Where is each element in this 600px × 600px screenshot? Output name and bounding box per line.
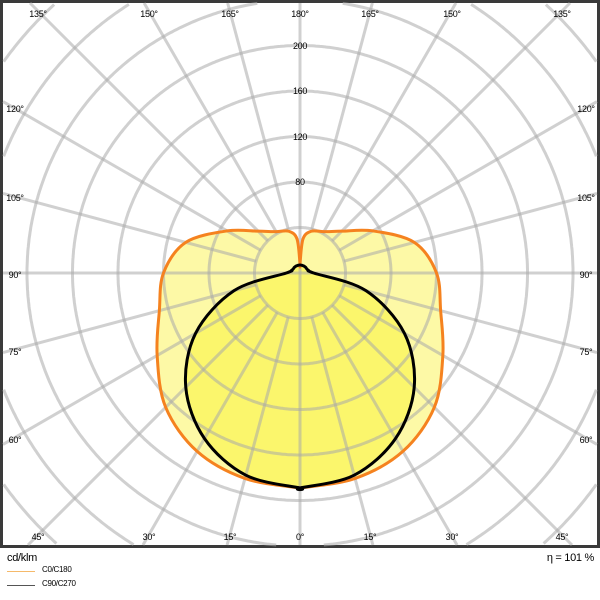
- grid-radial: [142, 2, 279, 235]
- angle-label: 30°: [142, 532, 156, 542]
- angle-label: 165°: [221, 9, 239, 19]
- radial-tick-label: 80: [295, 177, 305, 187]
- angle-label: 0°: [295, 532, 305, 542]
- radial-tick-label: 120: [292, 131, 308, 142]
- grid-radial: [310, 316, 375, 546]
- angle-label: 30°: [445, 532, 459, 542]
- grid-ring: [25, 1, 575, 547]
- unit-label: cd/klm: [7, 552, 37, 564]
- angle-label: 75°: [8, 347, 22, 357]
- legend-label-c0: C0/C180: [42, 565, 72, 574]
- grid-ring: [2, 3, 598, 545]
- angle-label: 120°: [577, 104, 595, 114]
- angle-label: 15°: [223, 532, 237, 542]
- efficiency-label: η = 101 %: [546, 552, 594, 564]
- grid-radial: [310, 2, 374, 230]
- grid-radial: [26, 304, 269, 547]
- angle-label: 60°: [579, 435, 593, 445]
- grid-radial: [2, 191, 257, 263]
- grid-radial: [343, 191, 598, 263]
- grid-radial: [343, 283, 598, 355]
- angle-label: 105°: [577, 193, 595, 203]
- angle-label: 150°: [443, 9, 461, 19]
- grid-radial: [28, 1, 269, 242]
- angle-label: 15°: [363, 532, 377, 542]
- grid-radial: [331, 1, 572, 242]
- grid-radial: [2, 100, 262, 252]
- grid-radial: [331, 304, 574, 547]
- grid-radial: [338, 100, 598, 252]
- angle-label: 180°: [291, 9, 309, 19]
- legend-label-c90: C90/C270: [42, 579, 76, 588]
- angle-label: 60°: [8, 435, 22, 445]
- angle-label: 135°: [29, 9, 47, 19]
- grid-radial: [321, 311, 459, 546]
- angle-label: 150°: [140, 9, 158, 19]
- grid-radial: [225, 316, 290, 546]
- angle-label: 165°: [361, 9, 379, 19]
- grid-radial: [321, 2, 458, 235]
- radial-tick-label: 160: [292, 86, 308, 96]
- angle-label: 120°: [6, 104, 24, 114]
- radial-tick-label: 200: [292, 40, 308, 51]
- angle-label: 105°: [6, 193, 24, 203]
- angle-label: 135°: [553, 9, 571, 19]
- angle-label: 45°: [31, 532, 45, 542]
- grid-radial: [141, 311, 279, 546]
- angle-label: 90°: [579, 270, 593, 280]
- angle-label: 90°: [8, 270, 22, 280]
- grid-radial: [2, 283, 257, 355]
- grid-radial: [2, 294, 262, 446]
- grid-radial: [338, 294, 598, 446]
- series-curve-c90-c270: [183, 263, 417, 492]
- angle-label: 45°: [555, 532, 569, 542]
- legend-line-c0: [7, 571, 35, 572]
- grid-ring: [2, 3, 598, 546]
- legend-line-c90: [7, 585, 35, 586]
- angle-label: 75°: [579, 347, 593, 357]
- grid-radial: [226, 2, 290, 230]
